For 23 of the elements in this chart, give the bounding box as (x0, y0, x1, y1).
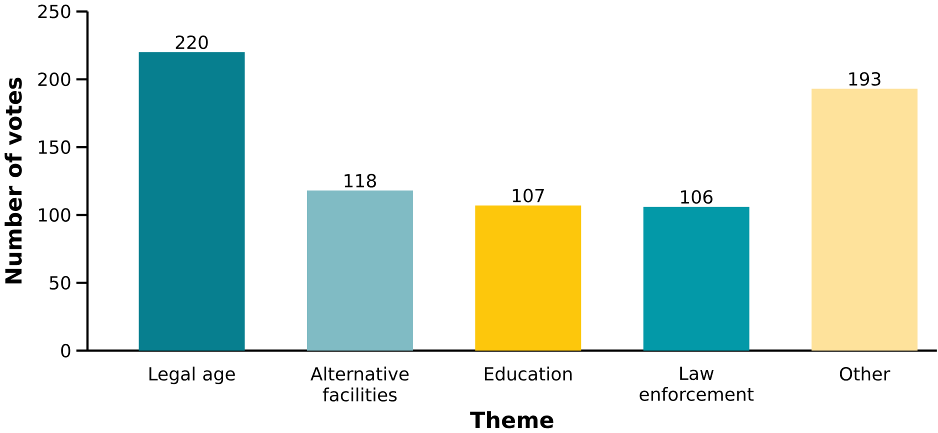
x-tick-label: Law enforcement (640, 366, 754, 402)
x-axis-title: Theme (470, 411, 554, 428)
bar (475, 206, 582, 351)
data-label: 193 (849, 72, 880, 86)
y-tick-label: 50 (50, 276, 70, 290)
y-tick-label: 100 (38, 208, 70, 222)
x-tick-label: Alternative facilities (310, 366, 409, 402)
data-label: 107 (512, 188, 544, 202)
bar (643, 206, 750, 351)
x-tick-label: Legal age (149, 366, 235, 384)
bar (812, 88, 918, 351)
y-tick-label: 200 (38, 72, 70, 86)
bar (138, 52, 245, 351)
y-tick-label: 0 (61, 344, 70, 358)
x-tick-label: Other (840, 366, 890, 381)
data-label: 118 (344, 174, 376, 188)
data-label: 220 (176, 35, 208, 50)
data-label: 106 (681, 190, 712, 204)
y-axis-title: Number of votes (4, 78, 22, 284)
y-tick-label: 150 (38, 140, 70, 154)
bar (306, 190, 413, 351)
y-tick-label: 250 (38, 4, 70, 18)
x-tick-label: Education (484, 366, 572, 381)
